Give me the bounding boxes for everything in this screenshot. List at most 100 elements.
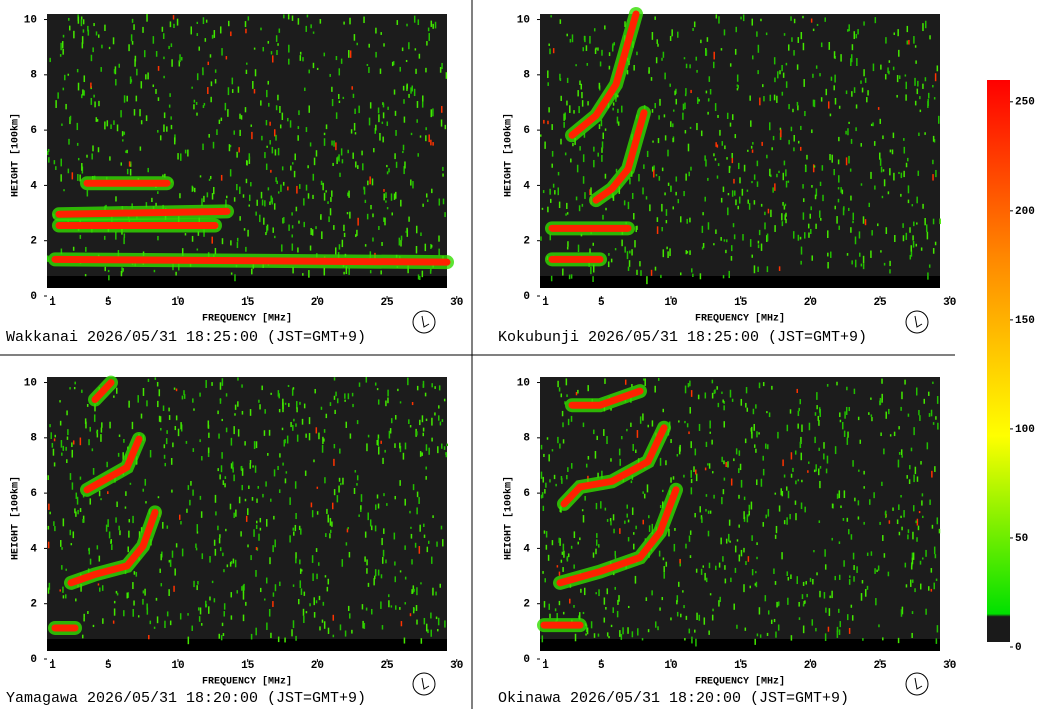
echo-dot (335, 142, 337, 151)
echo-dot (612, 607, 614, 613)
echo-dot (245, 69, 248, 74)
echo-dot (826, 383, 829, 387)
echo-dot (880, 64, 882, 70)
echo-dot (621, 436, 623, 440)
echo-dot (797, 37, 800, 43)
echo-dot (252, 81, 254, 89)
echo-dot (295, 513, 297, 520)
echo-dot (339, 172, 341, 177)
echo-dot (316, 511, 319, 515)
echo-dot (772, 187, 774, 193)
echo-dot (785, 62, 788, 66)
echo-dot (911, 552, 914, 560)
echo-dot (382, 457, 384, 464)
echo-dot (548, 43, 550, 46)
echo-trace (568, 10, 640, 139)
echo-dot (196, 524, 199, 532)
echo-dot (351, 86, 353, 90)
echo-dot (889, 260, 891, 267)
echo-dot (907, 413, 910, 417)
echo-dot (906, 25, 909, 33)
echo-dot (286, 435, 289, 444)
echo-dot (331, 86, 333, 92)
echo-dot (847, 128, 849, 136)
echo-dot (659, 607, 661, 611)
echo-dot (767, 509, 770, 517)
echo-dot (752, 408, 755, 415)
echo-dot (792, 231, 795, 239)
echo-dot (406, 229, 409, 237)
echo-dot (736, 539, 739, 542)
echo-dot (106, 120, 109, 127)
echo-dot (733, 178, 735, 184)
echo-dot (361, 604, 364, 610)
echo-dot (804, 600, 806, 604)
echo-dot (736, 88, 739, 91)
echo-dot (575, 196, 578, 201)
echo-dot (115, 196, 117, 202)
echo-dot (267, 453, 269, 456)
echo-dot (929, 499, 931, 505)
y-axis-label: HEIGHT [100km] (503, 113, 515, 197)
echo-dot (80, 584, 82, 592)
echo-dot (550, 15, 552, 18)
echo-dot (77, 82, 80, 91)
echo-dot (893, 431, 896, 437)
echo-dot (627, 627, 629, 634)
y-tick-label: 2 (30, 599, 37, 611)
clock-hands (421, 677, 430, 690)
echo-dot (797, 234, 800, 241)
y-tick-label: 10 (24, 14, 37, 26)
echo-dot (692, 273, 694, 277)
echo-dot (315, 226, 317, 230)
echo-dot (801, 424, 803, 432)
echo-dot (347, 50, 350, 58)
echo-dot (224, 483, 226, 488)
echo-dot (302, 273, 304, 276)
echo-dot (606, 519, 609, 522)
echo-dot (119, 530, 121, 536)
echo-dot (612, 43, 614, 48)
echo-dot (61, 565, 63, 570)
echo-dot (220, 117, 223, 122)
echo-dot (70, 543, 73, 546)
echo-dot (308, 105, 310, 113)
echo-dot (67, 168, 70, 174)
echo-dot (549, 234, 552, 241)
echo-dot (713, 61, 715, 69)
echo-dot (432, 108, 434, 117)
echo-dot (781, 213, 783, 221)
echo-dot (398, 237, 401, 246)
echo-dot (333, 377, 336, 381)
echo-dot (913, 36, 915, 44)
echo-dot (802, 581, 805, 586)
echo-dot (709, 510, 712, 514)
echo-dot (727, 207, 729, 216)
echo-dot (202, 105, 205, 109)
echo-dot (936, 65, 939, 72)
echo-dot (207, 61, 210, 66)
echo-dot (719, 129, 721, 136)
echo-dot (205, 380, 207, 388)
echo-dot (230, 437, 233, 446)
echo-dot (158, 389, 161, 397)
echo-dot (765, 32, 768, 36)
echo-dot (220, 635, 223, 641)
echo-dot (894, 234, 896, 243)
echo-dot (388, 430, 391, 439)
echo-dot (311, 510, 314, 518)
echo-dot (81, 94, 83, 99)
echo-dot (218, 537, 221, 544)
echo-dot (813, 550, 815, 553)
echo-dot (684, 102, 686, 110)
echo-dot (838, 175, 840, 183)
echo-dot (889, 168, 891, 176)
echo-dot (395, 605, 397, 610)
echo-dot (53, 438, 56, 442)
echo-dot (678, 581, 680, 587)
echo-dot (691, 268, 693, 273)
echo-dot (329, 402, 332, 407)
echo-dot (315, 150, 318, 157)
echo-dot (898, 75, 901, 80)
echo-dot (545, 531, 548, 538)
